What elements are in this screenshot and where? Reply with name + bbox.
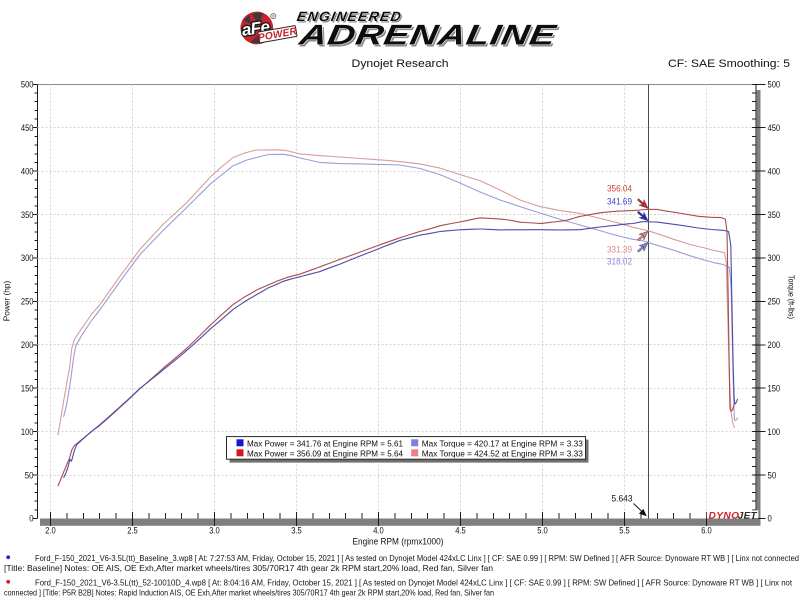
svg-text:4.0: 4.0 bbox=[373, 525, 384, 536]
svg-text:0: 0 bbox=[29, 513, 33, 524]
svg-text:Ford_F-150_2021_V6-3.5L(tt)_52: Ford_F-150_2021_V6-3.5L(tt)_52-10010D_4.… bbox=[35, 577, 793, 587]
svg-text:Ford_F-150_2021_V6-3.5L(tt)_Ba: Ford_F-150_2021_V6-3.5L(tt)_Baseline_3.w… bbox=[35, 553, 799, 563]
svg-text:356.04: 356.04 bbox=[607, 183, 632, 193]
svg-text:250: 250 bbox=[768, 296, 781, 307]
svg-text:®: ® bbox=[272, 14, 276, 19]
svg-text:3.5: 3.5 bbox=[291, 525, 302, 536]
svg-text:Power (hp): Power (hp) bbox=[2, 281, 12, 322]
svg-text:Engine RPM (rpmx1000): Engine RPM (rpmx1000) bbox=[353, 537, 444, 547]
svg-text:3.0: 3.0 bbox=[209, 525, 220, 536]
svg-text:Max Torque = 420.17 at Engine: Max Torque = 420.17 at Engine RPM = 3.33 bbox=[422, 438, 583, 448]
svg-text:connected ] [Title: P5R B2B]: connected ] [Title: P5R B2B] Notes: Rapi… bbox=[4, 587, 494, 597]
svg-text:200: 200 bbox=[21, 339, 34, 350]
svg-text:500: 500 bbox=[21, 79, 34, 90]
svg-text:ENGINEERED: ENGINEERED bbox=[296, 9, 404, 24]
svg-text:400: 400 bbox=[768, 165, 781, 176]
svg-text:50: 50 bbox=[25, 469, 34, 480]
svg-text:Max Power = 341.76 at Engine R: Max Power = 341.76 at Engine RPM = 5.61 bbox=[247, 438, 403, 448]
svg-text:DYNO: DYNO bbox=[709, 510, 740, 521]
svg-text:ADRENALINE: ADRENALINE bbox=[296, 20, 559, 52]
svg-text:150: 150 bbox=[21, 382, 34, 393]
svg-text:2.0: 2.0 bbox=[45, 525, 56, 536]
svg-text:CF: SAE Smoothing: 5: CF: SAE Smoothing: 5 bbox=[668, 58, 790, 70]
svg-text:150: 150 bbox=[768, 382, 781, 393]
svg-text:JET: JET bbox=[738, 510, 758, 521]
svg-text:250: 250 bbox=[21, 296, 34, 307]
svg-text:331.39: 331.39 bbox=[607, 245, 632, 255]
svg-text:5.643: 5.643 bbox=[612, 494, 633, 504]
svg-text:Max Torque = 424.52 at Engine: Max Torque = 424.52 at Engine RPM = 3.33 bbox=[422, 448, 583, 458]
svg-text:2.5: 2.5 bbox=[127, 525, 138, 536]
svg-text:6.0: 6.0 bbox=[701, 525, 712, 536]
svg-text:4.5: 4.5 bbox=[455, 525, 466, 536]
svg-text:318.02: 318.02 bbox=[607, 257, 632, 267]
svg-text:Max Power = 356.09 at Engine R: Max Power = 356.09 at Engine RPM = 5.64 bbox=[247, 448, 403, 458]
svg-text:5.5: 5.5 bbox=[619, 525, 630, 536]
svg-text:400: 400 bbox=[21, 165, 34, 176]
svg-text:100: 100 bbox=[21, 426, 34, 437]
svg-text:50: 50 bbox=[768, 469, 777, 480]
svg-text:ENGINEERED: ENGINEERED bbox=[297, 10, 405, 25]
svg-text:0: 0 bbox=[768, 513, 772, 524]
svg-text:5.0: 5.0 bbox=[537, 525, 548, 536]
svg-text:200: 200 bbox=[768, 339, 781, 350]
svg-text:341.69: 341.69 bbox=[607, 196, 632, 206]
svg-text:300: 300 bbox=[21, 252, 34, 263]
svg-text:450: 450 bbox=[768, 122, 781, 133]
svg-text:350: 350 bbox=[21, 209, 34, 220]
svg-text:Torque (ft-lbs): Torque (ft-lbs) bbox=[787, 275, 797, 319]
svg-text:500: 500 bbox=[768, 79, 781, 90]
svg-text:450: 450 bbox=[21, 122, 34, 133]
svg-text:100: 100 bbox=[768, 426, 781, 437]
svg-text:ADRENALINE: ADRENALINE bbox=[297, 21, 560, 53]
svg-text:[Title: Baseline] Notes: OE A: [Title: Baseline] Notes: OE AIS, OE Exh,… bbox=[4, 563, 493, 573]
svg-text:300: 300 bbox=[768, 252, 781, 263]
svg-text:350: 350 bbox=[768, 209, 781, 220]
svg-text:Dynojet Research: Dynojet Research bbox=[352, 58, 449, 70]
